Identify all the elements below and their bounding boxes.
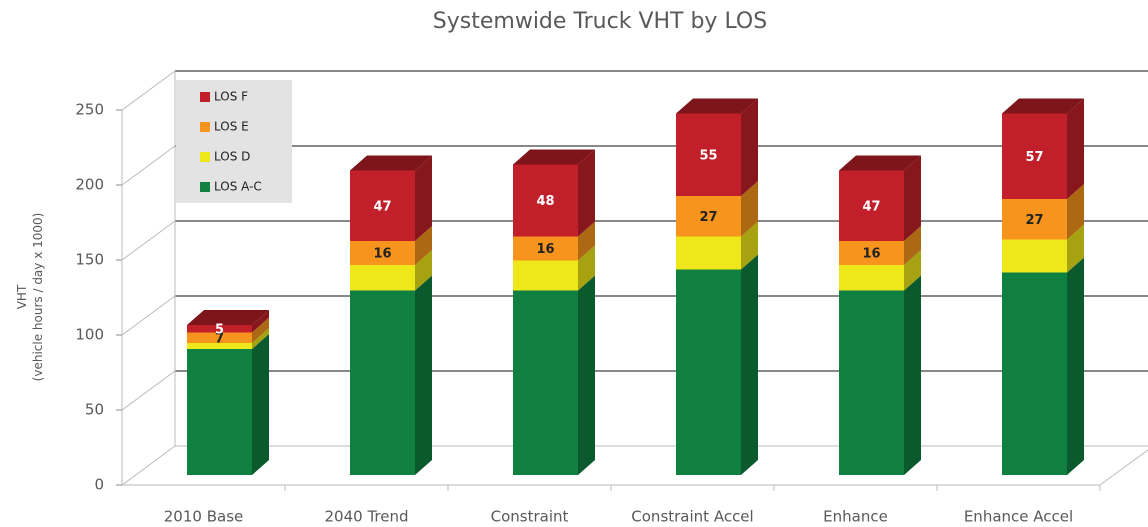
bar-side (904, 226, 921, 265)
bar-side (1067, 257, 1084, 475)
bar-segment (676, 236, 741, 270)
legend-label: LOS D (214, 150, 250, 164)
floor-right (1099, 449, 1148, 486)
bar-side (1067, 224, 1084, 273)
bar-side (252, 317, 269, 343)
y-tick-label: 250 (75, 101, 104, 119)
data-label: 5 (215, 322, 224, 337)
bar-side (741, 181, 758, 237)
x-tick-label: 2040 Trend (325, 508, 409, 526)
bar-segment (1002, 199, 1067, 240)
bar-side (741, 221, 758, 270)
bar-segment (187, 325, 252, 333)
data-label: 47 (373, 199, 391, 214)
bar-side (1067, 98, 1084, 199)
bar-side (252, 310, 269, 333)
bar-segment (350, 241, 415, 265)
data-label: 48 (536, 194, 554, 209)
bar-segment (513, 236, 578, 261)
bar-side (415, 275, 432, 475)
bar-segment (839, 290, 904, 475)
data-label: 16 (862, 247, 880, 262)
legend-label: LOS E (214, 120, 249, 134)
bar-side (904, 275, 921, 475)
bar-segment (350, 170, 415, 241)
data-label: 16 (536, 242, 554, 257)
bar-segment (350, 265, 415, 291)
bar-side (252, 334, 269, 475)
grid-diagonal (121, 370, 176, 411)
bar-side (252, 328, 269, 349)
bar-segment (187, 332, 252, 343)
y-axis-title-line: VHT (15, 284, 29, 309)
data-label: 47 (862, 199, 880, 214)
bar-top (350, 155, 432, 171)
bar-side (578, 275, 595, 475)
bar-side (741, 254, 758, 475)
bar-segment (513, 290, 578, 475)
legend-box (176, 80, 292, 203)
bar-segment (839, 265, 904, 291)
bar-segment (676, 196, 741, 237)
data-label: 7 (215, 331, 224, 346)
bar-top (676, 98, 758, 114)
bar-top (839, 155, 921, 171)
y-tick-label: 200 (75, 176, 104, 194)
legend-swatch (200, 182, 210, 192)
x-tick-label: Constraint (491, 508, 569, 526)
bar-segment (839, 170, 904, 241)
legend-swatch (200, 152, 210, 162)
grid-diagonal (121, 295, 176, 336)
bar-segment (513, 260, 578, 291)
x-tick-label: Enhance (823, 508, 888, 526)
bar-top (187, 310, 269, 325)
legend-swatch (200, 122, 210, 132)
bar-segment (1002, 239, 1067, 273)
bar-segment (1002, 272, 1067, 475)
y-tick-label: 50 (85, 401, 104, 419)
bar-segment (513, 164, 578, 237)
grid-diagonal (121, 145, 176, 186)
bar-side (415, 226, 432, 265)
bar-segment (187, 343, 252, 349)
bar-side (904, 155, 921, 241)
bar-side (904, 250, 921, 291)
data-label: 27 (699, 210, 717, 225)
y-axis-title: VHT (vehicle hours / day x 1000) (15, 213, 45, 382)
legend-label: LOS F (214, 90, 248, 104)
x-tick-label: Constraint Accel (631, 508, 753, 526)
bar-side (578, 149, 595, 237)
x-tick-label: 2010 Base (164, 508, 243, 526)
data-label: 16 (373, 247, 391, 262)
bar-side (415, 155, 432, 241)
grid-diagonal (121, 445, 176, 486)
bar-side (415, 250, 432, 291)
y-tick-label: 150 (75, 251, 104, 269)
bar-segment (187, 349, 252, 475)
data-label: 57 (1025, 150, 1043, 165)
x-tick-label: Enhance Accel (964, 508, 1073, 526)
grid-diagonal (121, 70, 176, 111)
legend-swatch (200, 92, 210, 102)
grid-diagonal (121, 220, 176, 261)
y-tick-label: 0 (94, 476, 104, 494)
y-tick-label: 100 (75, 326, 104, 344)
bar-side (578, 221, 595, 261)
legend-label: LOS A-C (214, 180, 262, 194)
bar-segment (350, 290, 415, 475)
bar-segment (1002, 113, 1067, 199)
y-axis-title-line: (vehicle hours / day x 1000) (31, 213, 45, 382)
data-label: 27 (1025, 213, 1043, 228)
bar-top (1002, 98, 1084, 114)
bar-segment (676, 113, 741, 196)
bar-side (1067, 184, 1084, 240)
data-label: 55 (699, 148, 717, 163)
bar-top (513, 149, 595, 165)
bar-segment (676, 269, 741, 475)
bar-segment (839, 241, 904, 265)
chart-title: Systemwide Truck VHT by LOS (433, 9, 767, 34)
bar-side (741, 98, 758, 196)
